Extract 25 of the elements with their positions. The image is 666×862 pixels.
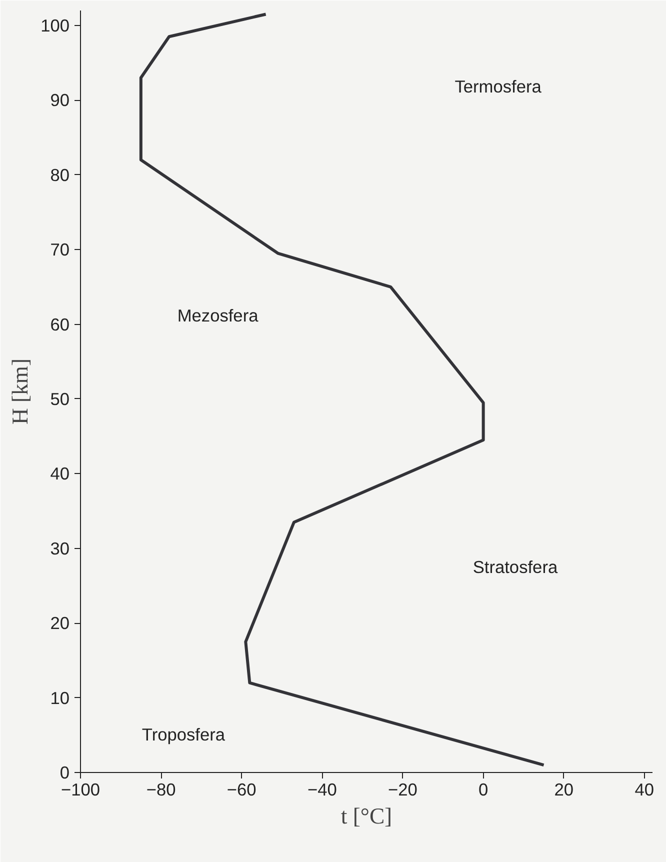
y-tick-label: 10 — [50, 688, 70, 708]
y-tick-label: 0 — [60, 762, 70, 782]
annotation: Mezosfera — [177, 305, 259, 326]
annotation: Stratosfera — [472, 556, 558, 577]
y-tick-label: 90 — [50, 90, 70, 110]
y-tick-label: 100 — [40, 15, 70, 36]
y-tick-label: 60 — [50, 314, 70, 334]
y-tick-label: 40 — [50, 464, 70, 484]
y-tick-label: 70 — [50, 240, 70, 260]
y-tick-label: 80 — [50, 164, 70, 185]
y-tick-label: 20 — [50, 613, 70, 634]
x-tick-label: 0 — [478, 780, 488, 800]
x-tick-label: −60 — [226, 780, 256, 800]
annotation: Troposfera — [142, 724, 226, 744]
y-axis-title: H [km] — [8, 358, 33, 425]
annotation: Termosfera — [454, 76, 542, 97]
x-tick-label: 40 — [634, 780, 654, 800]
x-tick-label: −20 — [388, 780, 418, 800]
y-tick-label: 50 — [50, 388, 70, 409]
x-tick-label: −40 — [307, 780, 337, 800]
x-tick-label: −80 — [146, 780, 176, 800]
x-tick-label: 20 — [554, 780, 574, 800]
y-tick-label: 30 — [50, 538, 70, 558]
x-axis-title: t [°C] — [340, 804, 392, 828]
x-tick-label: −100 — [60, 780, 100, 800]
